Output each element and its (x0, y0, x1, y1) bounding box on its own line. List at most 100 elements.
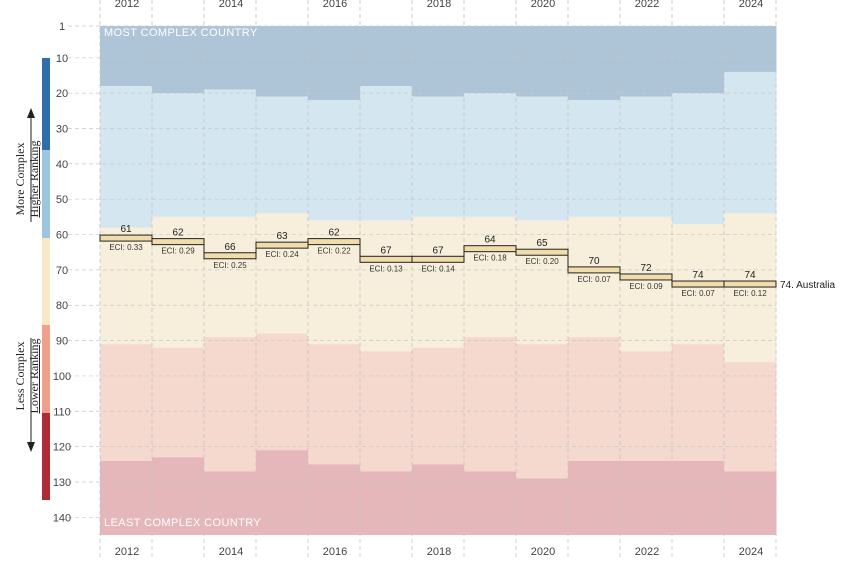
rank-label: 66 (224, 242, 236, 253)
band-segment (100, 26, 153, 87)
band-segment (672, 460, 725, 535)
band-segment (412, 464, 465, 535)
band-segment (464, 216, 517, 338)
band-segment (152, 93, 205, 217)
rank-step (515, 248, 569, 256)
eci-label: ECI: 0.22 (317, 247, 351, 256)
band-segment (464, 471, 517, 535)
rank-step (411, 255, 465, 263)
band-segment (256, 213, 309, 334)
band-segment (256, 96, 309, 214)
year-label-bottom: 2024 (738, 546, 764, 558)
band-segment (568, 337, 621, 461)
band-segment (308, 464, 361, 535)
band-segment (100, 460, 153, 535)
more-complex-text: More Complex (13, 142, 27, 216)
year-label-top: 2012 (114, 0, 140, 10)
side-color-segment (42, 238, 50, 325)
less-complex-text: Less Complex (13, 341, 27, 411)
year-label-bottom: 2012 (114, 546, 140, 558)
band-segment (568, 100, 621, 217)
eci-label: ECI: 0.07 (577, 275, 611, 284)
year-label-top: 2016 (322, 0, 348, 10)
band-segment (672, 26, 725, 94)
eci-label: ECI: 0.20 (525, 257, 559, 266)
band-segment (204, 216, 257, 338)
less-complex-label: Less Complex Lower Ranking (13, 316, 41, 436)
y-tick-label: 70 (56, 265, 68, 277)
eci-label: ECI: 0.24 (265, 250, 299, 259)
band-segment (672, 93, 725, 224)
band-segment (464, 337, 517, 472)
band-segment (360, 471, 413, 535)
band-segment (204, 337, 257, 472)
y-tick-label: 20 (56, 88, 68, 100)
band-segment (256, 26, 309, 97)
rank-label: 63 (276, 231, 288, 242)
year-label-bottom: 2020 (530, 546, 556, 558)
y-tick-label: 140 (53, 512, 71, 524)
band-segment (412, 216, 465, 348)
band-segment (568, 460, 621, 535)
side-color-segment (42, 413, 50, 500)
higher-ranking-text: Higher Ranking (27, 140, 41, 218)
rank-step (203, 252, 257, 260)
rank-label: 65 (536, 238, 548, 249)
band-segment (568, 216, 621, 338)
band-segment (100, 344, 153, 461)
band-segment (672, 344, 725, 461)
band-segment (620, 96, 673, 217)
rank-step (567, 266, 621, 274)
band-segment (516, 96, 569, 221)
y-tick-label: 80 (56, 300, 68, 312)
lower-ranking-text: Lower Ranking (27, 338, 41, 414)
year-label-top: 2018 (426, 0, 452, 10)
band-segment (516, 220, 569, 345)
band-segment (360, 86, 413, 221)
y-tick-label: 30 (56, 124, 68, 136)
year-label-top: 2022 (634, 0, 660, 10)
eci-label: ECI: 0.14 (421, 264, 455, 273)
rank-label: 62 (328, 228, 340, 239)
year-label-bottom: 2022 (634, 546, 660, 558)
rank-label: 67 (432, 245, 444, 256)
y-tick-label: 50 (56, 194, 68, 206)
least-complex-label: LEAST COMPLEX COUNTRY (104, 517, 262, 529)
eci-label: ECI: 0.33 (109, 243, 143, 252)
y-tick-label: 120 (53, 442, 71, 454)
more-complex-label: More Complex Higher Ranking (13, 119, 41, 239)
year-label-bottom: 2014 (218, 546, 244, 558)
band-segment (412, 26, 465, 97)
rank-step (619, 273, 673, 281)
band-segment (724, 26, 777, 72)
rank-step (359, 255, 413, 263)
rank-label: 74 (744, 270, 756, 281)
eci-label: ECI: 0.09 (629, 282, 663, 291)
band-segment (568, 26, 621, 101)
band-segment (152, 347, 205, 458)
rank-step (723, 280, 777, 288)
rank-step (463, 245, 517, 253)
rank-label: 62 (172, 228, 184, 239)
band-segment (464, 26, 517, 94)
y-tick-label: 1 (59, 21, 65, 33)
band-segment (516, 478, 569, 535)
year-label-bottom: 2016 (322, 546, 348, 558)
rank-label: 72 (640, 263, 652, 274)
band-segment (100, 86, 153, 228)
eci-label: ECI: 0.25 (213, 261, 247, 270)
rank-label: 74 (692, 270, 704, 281)
band-segment (724, 213, 777, 362)
most-complex-label: MOST COMPLEX COUNTRY (104, 27, 258, 39)
rank-label: 64 (484, 235, 496, 246)
eci-label: ECI: 0.13 (369, 264, 403, 273)
up-arrow-icon (27, 108, 35, 118)
eci-label: ECI: 0.07 (681, 289, 715, 298)
band-segment (620, 460, 673, 535)
down-arrow-icon (27, 442, 35, 452)
y-tick-label: 60 (56, 230, 68, 242)
band-segment (724, 361, 777, 472)
band-segment (620, 351, 673, 461)
side-color-segment (42, 58, 50, 150)
